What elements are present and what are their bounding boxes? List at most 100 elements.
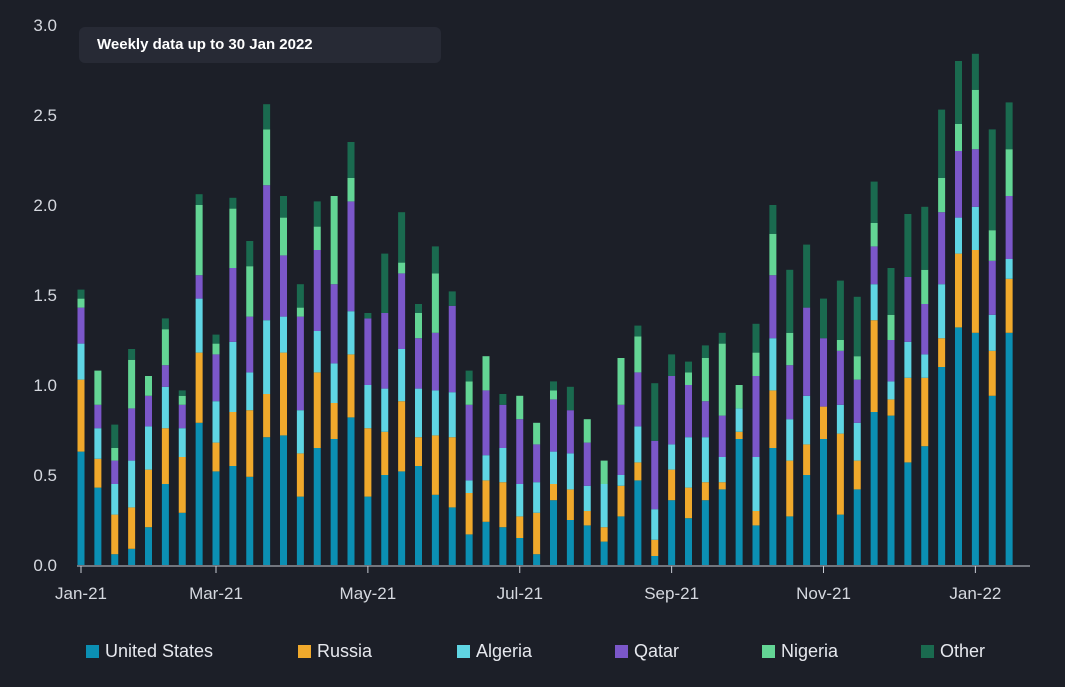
bar-segment-russia bbox=[752, 511, 760, 526]
bar-segment-other bbox=[685, 361, 692, 373]
bar-segment-nigeria bbox=[971, 89, 979, 150]
bar-segment-nigeria bbox=[431, 273, 439, 333]
bar-segment-united-states bbox=[870, 412, 878, 565]
legend-item-qatar[interactable]: Qatar bbox=[615, 638, 679, 664]
bar-segment-russia bbox=[853, 460, 861, 490]
bar-segment-algeria bbox=[347, 311, 355, 355]
bar-segment-russia bbox=[1005, 278, 1013, 333]
bar-segment-other bbox=[212, 334, 220, 344]
bar-segment-other bbox=[313, 201, 321, 227]
bar-segment-other bbox=[870, 181, 878, 223]
bar-segment-algeria bbox=[617, 475, 625, 486]
legend-item-russia[interactable]: Russia bbox=[298, 638, 372, 664]
bar-segment-united-states bbox=[145, 527, 152, 565]
bar-segment-other bbox=[431, 246, 439, 274]
bar-segment-qatar bbox=[701, 401, 709, 438]
bar-segment-algeria bbox=[735, 408, 743, 432]
bar-segment-united-states bbox=[988, 395, 996, 565]
bar-segment-qatar bbox=[263, 185, 271, 321]
bar-segment-russia bbox=[803, 444, 811, 475]
bar-segment-united-states bbox=[735, 439, 743, 565]
bar-segment-russia bbox=[381, 431, 389, 475]
bar-segment-algeria bbox=[634, 426, 642, 463]
bar-segment-other bbox=[887, 268, 895, 315]
bar-segment-united-states bbox=[600, 541, 608, 565]
bar-segment-algeria bbox=[853, 422, 861, 461]
bar-segment-other bbox=[634, 325, 642, 337]
bar-segment-russia bbox=[988, 350, 996, 396]
y-tick-label: 2.5 bbox=[33, 106, 57, 125]
bar-segment-russia bbox=[685, 487, 692, 519]
bar-segment-russia bbox=[820, 406, 827, 439]
bar-segment-algeria bbox=[313, 331, 321, 373]
bar-segment-other bbox=[904, 214, 912, 277]
bar-segment-russia bbox=[921, 377, 929, 447]
bar-segment-united-states bbox=[718, 489, 726, 565]
bar-segment-united-states bbox=[685, 518, 692, 565]
bar-segment-russia bbox=[77, 379, 85, 452]
bar-segment-russia bbox=[347, 354, 355, 418]
bar-segment-algeria bbox=[465, 480, 473, 493]
bar-segment-other bbox=[161, 318, 169, 330]
bar-segment-russia bbox=[533, 512, 541, 555]
bar-segment-united-states bbox=[904, 462, 912, 565]
bar-segment-qatar bbox=[499, 404, 507, 448]
bar-segment-russia bbox=[651, 539, 659, 556]
legend-swatch-algeria bbox=[457, 644, 470, 658]
legend-item-algeria[interactable]: Algeria bbox=[457, 638, 532, 664]
bar-segment-other bbox=[364, 313, 372, 319]
bar-segment-nigeria bbox=[330, 196, 338, 285]
bar-segment-qatar bbox=[195, 275, 203, 299]
bar-segment-russia bbox=[229, 412, 237, 466]
bar-segment-nigeria bbox=[178, 395, 186, 405]
bar-segment-algeria bbox=[769, 338, 777, 391]
bar-segment-nigeria bbox=[398, 262, 406, 274]
bar-segment-qatar bbox=[786, 365, 794, 420]
bar-segment-united-states bbox=[651, 556, 659, 565]
bar-segment-algeria bbox=[550, 451, 557, 484]
legend-item-nigeria[interactable]: Nigeria bbox=[762, 638, 838, 664]
bar-segment-qatar bbox=[398, 273, 406, 349]
legend-swatch-qatar bbox=[615, 644, 628, 658]
x-tick-label: May-21 bbox=[340, 584, 397, 603]
bar-segment-united-states bbox=[583, 525, 591, 565]
bar-segment-other bbox=[550, 381, 557, 391]
bar-segment-qatar bbox=[364, 318, 372, 385]
bar-segment-other bbox=[718, 332, 726, 344]
bar-segment-qatar bbox=[550, 399, 557, 452]
bar-segment-united-states bbox=[853, 489, 861, 565]
bar-segment-qatar bbox=[955, 151, 962, 218]
bar-segment-other bbox=[786, 269, 794, 333]
legend-item-united-states[interactable]: United States bbox=[86, 638, 213, 664]
bar-segment-algeria bbox=[246, 372, 254, 411]
bar-segment-other bbox=[971, 53, 979, 90]
bar-segment-united-states bbox=[550, 500, 557, 565]
bar-segment-russia bbox=[195, 352, 203, 423]
bar-segment-other bbox=[668, 354, 676, 376]
bar-segment-nigeria bbox=[938, 178, 946, 213]
bar-segment-united-states bbox=[634, 480, 642, 565]
bar-segment-qatar bbox=[617, 404, 625, 475]
bar-segment-russia bbox=[870, 320, 878, 412]
y-tick-label: 2.0 bbox=[33, 196, 57, 215]
bar-segment-russia bbox=[263, 394, 271, 438]
bar-segment-other bbox=[921, 206, 929, 270]
bar-segment-nigeria bbox=[482, 356, 490, 391]
bar-segment-algeria bbox=[921, 354, 929, 378]
legend-item-other[interactable]: Other bbox=[921, 638, 985, 664]
bar-segment-other bbox=[381, 253, 389, 313]
x-tick-label: Sep-21 bbox=[644, 584, 699, 603]
bar-segment-nigeria bbox=[701, 358, 709, 402]
bar-segment-algeria bbox=[668, 444, 676, 470]
bar-segment-russia bbox=[448, 437, 456, 508]
bar-segment-qatar bbox=[296, 316, 304, 411]
bar-segment-other bbox=[955, 61, 962, 124]
bar-segment-other bbox=[128, 349, 136, 360]
bar-segment-russia bbox=[769, 390, 777, 448]
bar-segment-algeria bbox=[330, 363, 338, 403]
bar-segment-russia bbox=[145, 469, 152, 528]
bar-segment-qatar bbox=[465, 404, 473, 481]
bar-segment-algeria bbox=[145, 426, 152, 470]
y-tick-label: 1.5 bbox=[33, 286, 57, 305]
bar-segment-united-states bbox=[313, 448, 321, 565]
